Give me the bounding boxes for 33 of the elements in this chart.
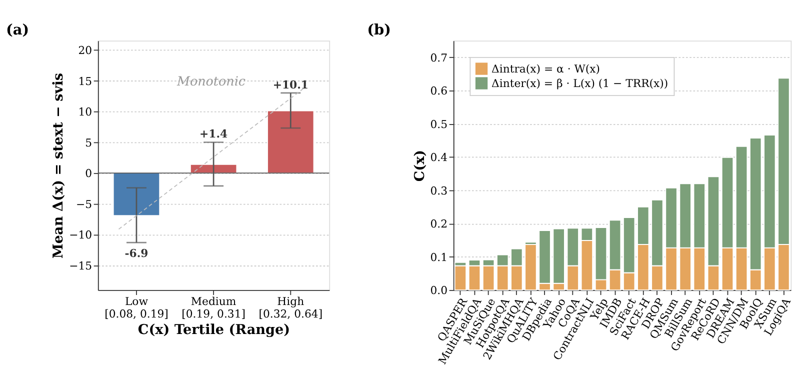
y-tick-label: 15 (78, 74, 92, 88)
x-tick-label: High [0.32, 0.64] (258, 294, 323, 321)
y-tick-label: 0.4 (430, 151, 448, 164)
y-tick-label: 0.5 (430, 118, 448, 131)
y-axis-title: Mean Δ(x) = stext − svis (50, 72, 67, 259)
bar (267, 110, 314, 174)
data-label: +10.1 (272, 78, 308, 92)
y-tick-label: −5 (76, 198, 92, 211)
x-tick-label: Low [0.08, 0.19] (104, 294, 168, 321)
y-tick-label: −15 (69, 259, 92, 272)
chart-title: (b) (367, 21, 392, 38)
y-tick-label: 0.6 (430, 84, 448, 98)
y-tick-label: 0.2 (430, 218, 448, 231)
y-tick-label: 20 (78, 44, 92, 57)
data-label: -6.9 (124, 247, 148, 260)
y-tick-label: 0.1 (430, 250, 448, 264)
y-tick-label: 5 (85, 136, 92, 150)
y-tick-label: 0.3 (430, 184, 448, 198)
y-tick-label: 0.7 (430, 51, 448, 64)
x-axis-title: C(x) Tertile (Range) (138, 322, 290, 338)
y-tick-label: 0 (85, 167, 92, 180)
bar (112, 172, 160, 216)
y-tick-label: −10 (69, 228, 92, 242)
chart-title: (a) (6, 21, 30, 38)
legend-label: Δintra(x) = α · W(x) (491, 62, 600, 76)
y-tick-label: 10 (78, 106, 92, 119)
y-tick-label: 0.0 (430, 284, 448, 298)
legend-label: Δinter(x) = β · L(x) (1 − TRR(x)) (491, 76, 668, 90)
y-axis-title: C(x) (412, 150, 428, 182)
bar (454, 265, 467, 290)
data-label: +1.4 (200, 128, 228, 141)
annotation: Monotonic (176, 73, 246, 88)
x-tick-label: Medium [0.19, 0.31] (182, 294, 246, 321)
